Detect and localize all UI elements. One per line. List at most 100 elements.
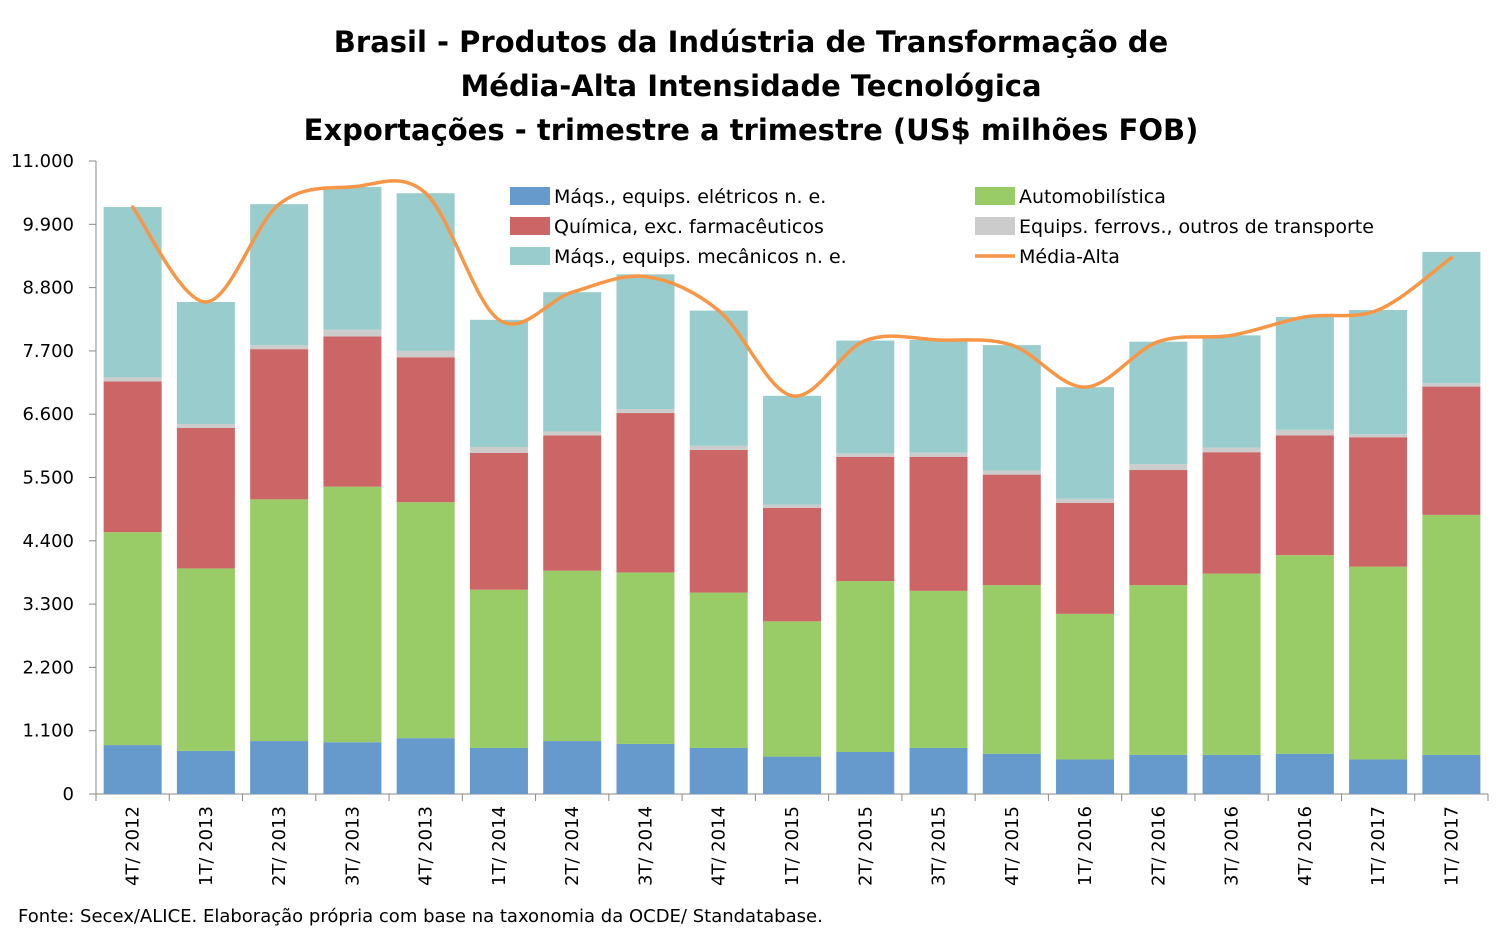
bar-segment [176,568,235,751]
bar-segment [616,743,675,794]
y-tick-label: 5.500 [22,468,74,489]
bar-segment [1129,754,1188,794]
bar-segment [1129,341,1188,465]
bar-segment [1129,464,1188,471]
bar-segment [1202,452,1261,574]
bar-segment [909,456,968,591]
x-tick-label: 4T/ 2016 [1295,806,1316,886]
bar-segment [909,452,968,457]
bar-segment [1056,613,1115,760]
legend-swatch [975,187,1015,205]
bar-segment [543,431,602,436]
bar-segment [763,621,821,757]
legend-label: Média-Alta [1019,246,1120,268]
bar-segment [469,747,528,794]
bar-segment [103,381,162,533]
x-tick-label: 4T/ 2015 [1002,806,1023,886]
x-tick-label: 3T/ 2016 [1222,806,1243,886]
y-tick-label: 8.800 [22,278,74,299]
bar-segment [763,395,821,505]
bar-segment [1129,585,1188,755]
bar-segment [836,340,895,454]
legend-swatch [510,187,550,205]
bar-segment [323,336,382,487]
bar-segment [543,741,602,794]
legend-label: Equips. ferrovs., outros de transporte [1019,216,1374,238]
x-axis: 4T/ 2012 1T/ 2013 2T/ 2013 3T/ 2013 4T/ 2013… [95,793,1489,886]
bar-segment [469,447,528,453]
bar-segment [469,589,528,748]
y-tick-label: 6.600 [22,404,74,425]
bar-segment [1349,437,1408,567]
bar-segment [1422,383,1481,387]
y-tick-label: 7.700 [22,341,74,362]
bar-segment [1056,387,1115,499]
source-note: Fonte: Secex/ALICE. Elaboração própria c… [18,906,823,927]
bar-stacks [103,186,1481,794]
bar-segment [1422,251,1481,384]
bar-segment [982,474,1041,586]
legend-label: Máqs., equips. elétricos n. e. [554,186,826,208]
bar-segment [1202,447,1261,453]
bar-segment [543,435,602,571]
bar-segment [1202,335,1261,448]
bar-segment [836,581,895,752]
bar-segment [1349,310,1408,435]
bar-segment [176,428,235,569]
bar-segment [103,532,162,746]
bar-segment [1056,502,1115,614]
x-tick-label: 4T/ 2012 [123,806,144,886]
bar-segment [469,319,528,448]
bar-segment [1422,514,1481,755]
bar-segment [982,753,1041,794]
bar-segment [250,499,309,742]
bar-segment [396,193,455,351]
bar-segment [689,445,748,450]
x-tick-label: 1T/ 2017 [1441,806,1462,886]
y-axis: 0 1.100 2.200 3.300 4.400 5.500 6.600 7.700 8.80… [11,151,97,805]
y-tick-label: 9.900 [22,214,74,235]
bar-segment [176,301,235,424]
bar-segment [250,345,309,350]
x-tick-label: 1T/ 2013 [196,806,217,886]
bar-segment [323,486,382,743]
chart-title-line-2: Média-Alta Intensidade Tecnológica [460,69,1041,103]
bar-segment [396,357,455,503]
bar-segment [763,507,821,622]
y-tick-label: 3.300 [22,594,74,615]
bar-segment [1202,754,1261,794]
x-tick-label: 1T/ 2014 [489,806,510,886]
bar-segment [396,502,455,739]
x-tick-label: 2T/ 2013 [269,806,290,886]
bar-segment [1275,435,1334,556]
bar-segment [1349,566,1408,760]
bar-segment [909,339,968,453]
bar-segment [1056,759,1115,794]
bar-segment [689,449,748,593]
bar-segment [909,590,968,748]
x-tick-label: 1T/ 2016 [1075,806,1096,886]
legend-swatch [975,217,1015,235]
bar-segment [1275,753,1334,794]
bar-segment [323,186,382,330]
x-tick-label: 4T/ 2014 [709,806,730,886]
bar-segment [1129,470,1188,586]
bar-segment [836,456,895,582]
bar-segment [250,741,309,794]
bar-segment [396,738,455,794]
chart-title-line-3: Exportações - trimestre a trimestre (US$… [304,113,1199,147]
x-tick-label: 4T/ 2013 [416,806,437,886]
bar-segment [543,292,602,432]
legend: Máqs., equips. elétricos n. e. Automobilí… [510,186,1374,268]
bar-segment [323,742,382,794]
bar-segment [1349,759,1408,794]
bar-segment [982,470,1041,475]
bar-segment [982,585,1041,754]
x-tick-label: 3T/ 2013 [342,806,363,886]
bar-segment [396,350,455,358]
bar-segment [1202,573,1261,755]
x-tick-label: 3T/ 2014 [635,806,656,886]
bar-segment [250,204,309,346]
legend-label: Química, exc. farmacêuticos [554,216,824,238]
